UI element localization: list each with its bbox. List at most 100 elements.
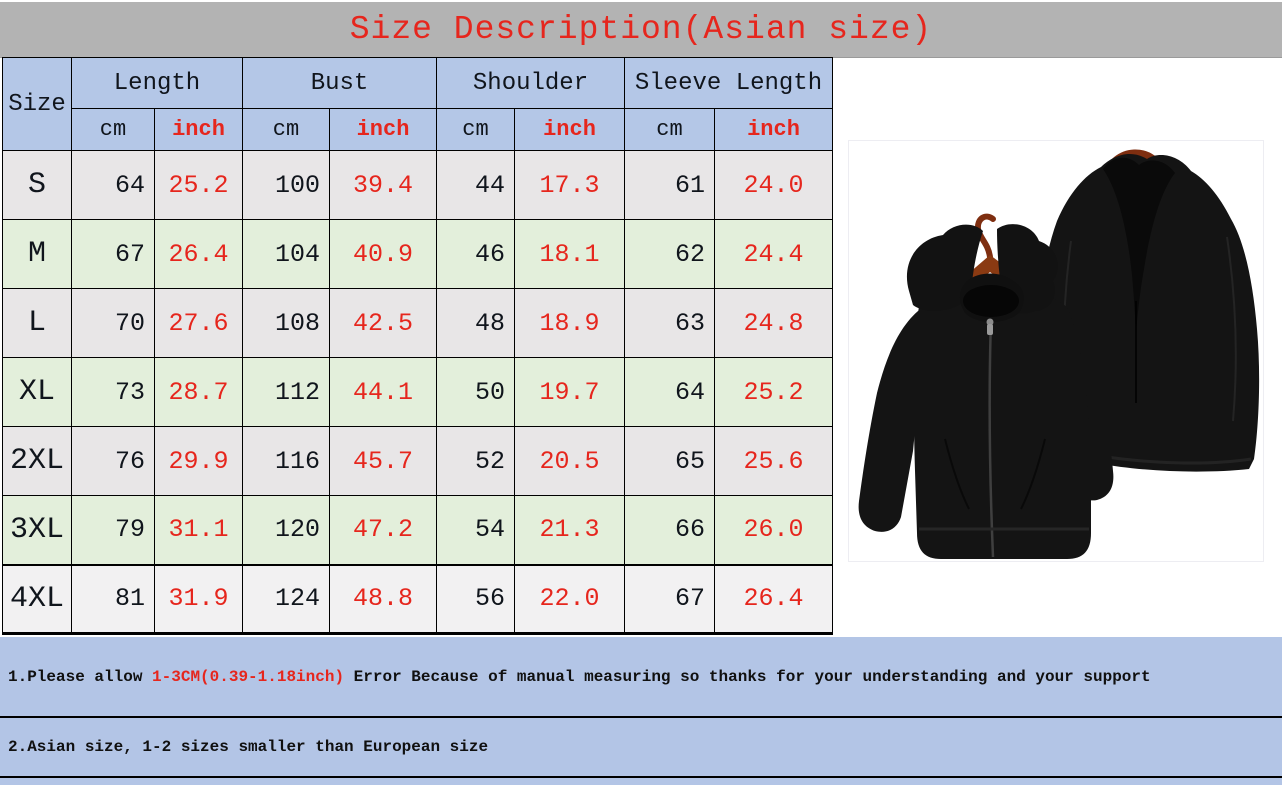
cell-sleeve-cm: 65: [624, 426, 715, 496]
table-row: S 64 25.2 100 39.4 44 17.3 61 24.0: [2, 150, 833, 220]
cell-shoulder-inch: 17.3: [514, 150, 625, 220]
col-header-length: Length: [71, 57, 243, 109]
table-row: M 67 26.4 104 40.9 46 18.1 62 24.4: [2, 219, 833, 289]
note-1-highlight: 1-3CM(0.39-1.18inch): [152, 667, 345, 686]
cell-bust-cm: 100: [242, 150, 330, 220]
cell-sleeve-cm: 64: [624, 357, 715, 427]
cell-bust-inch: 40.9: [329, 219, 437, 289]
note-2: 2.Asian size, 1-2 sizes smaller than Eur…: [0, 718, 1282, 778]
cell-sleeve-inch: 24.8: [714, 288, 833, 358]
cell-length-inch: 25.2: [154, 150, 243, 220]
cell-bust-inch: 45.7: [329, 426, 437, 496]
cell-length-cm: 81: [71, 563, 155, 634]
cell-sleeve-inch: 26.0: [714, 495, 833, 565]
cell-shoulder-cm: 54: [436, 495, 515, 565]
cell-bust-inch: 47.2: [329, 495, 437, 565]
cell-bust-inch: 44.1: [329, 357, 437, 427]
note-2-text: 2.Asian size, 1-2 sizes smaller than Eur…: [8, 738, 489, 756]
cell-length-cm: 76: [71, 426, 155, 496]
cell-bust-cm: 104: [242, 219, 330, 289]
cell-length-cm: 70: [71, 288, 155, 358]
cell-sleeve-inch: 24.4: [714, 219, 833, 289]
cell-shoulder-inch: 19.7: [514, 357, 625, 427]
cell-length-inch: 29.9: [154, 426, 243, 496]
note-1: 1.Please allow 1-3CM(0.39-1.18inch) Erro…: [0, 637, 1282, 718]
cell-sleeve-inch: 26.4: [714, 563, 833, 634]
cell-shoulder-cm: 52: [436, 426, 515, 496]
cell-sleeve-cm: 63: [624, 288, 715, 358]
unit-header-cm: cm: [242, 108, 330, 151]
table-row: 4XL 81 31.9 124 48.8 56 22.0 67 26.4: [2, 563, 833, 634]
unit-header-inch: inch: [154, 108, 243, 151]
cell-sleeve-inch: 25.6: [714, 426, 833, 496]
cell-bust-inch: 39.4: [329, 150, 437, 220]
hoodie-front-left-sleeve: [858, 307, 927, 532]
hoodie-back-hood: [1103, 157, 1175, 331]
cell-length-cm: 73: [71, 357, 155, 427]
cell-sleeve-inch: 24.0: [714, 150, 833, 220]
hoodie-front-hood-opening: [963, 285, 1019, 317]
cell-size: M: [2, 219, 72, 289]
pocket-seam-right: [1020, 438, 1046, 510]
page-title: Size Description(Asian size): [349, 11, 933, 48]
unit-header-cm: cm: [436, 108, 515, 151]
cell-size: XL: [2, 357, 72, 427]
cell-shoulder-cm: 50: [436, 357, 515, 427]
pocket-seam-left: [944, 438, 970, 510]
hoodie-front-torso: [913, 284, 1091, 559]
cell-length-inch: 31.1: [154, 495, 243, 565]
cell-shoulder-cm: 56: [436, 563, 515, 634]
cell-bust-cm: 124: [242, 563, 330, 634]
cell-length-cm: 64: [71, 150, 155, 220]
cell-sleeve-cm: 66: [624, 495, 715, 565]
cell-bust-cm: 116: [242, 426, 330, 496]
cell-shoulder-cm: 48: [436, 288, 515, 358]
unit-header-inch: inch: [714, 108, 833, 151]
cell-length-inch: 26.4: [154, 219, 243, 289]
hoodie-illustration: [858, 149, 1260, 559]
header-row-groups: Size Length Bust Shoulder Sleeve Length: [2, 57, 833, 151]
cell-length-cm: 67: [71, 219, 155, 289]
cell-length-cm: 79: [71, 495, 155, 565]
col-header-shoulder: Shoulder: [436, 57, 625, 109]
col-header-size: Size: [2, 57, 72, 151]
hoodie-front: [858, 213, 1114, 559]
unit-header-inch: inch: [514, 108, 625, 151]
table-row: 2XL 76 29.9 116 45.7 52 20.5 65 25.6: [2, 426, 833, 496]
cell-bust-cm: 112: [242, 357, 330, 427]
cell-shoulder-inch: 18.9: [514, 288, 625, 358]
cell-size: 3XL: [2, 495, 72, 565]
size-chart-table: Size Length Bust Shoulder Sleeve Length …: [2, 57, 833, 635]
zipper-pull-tab: [987, 324, 993, 335]
cell-shoulder-inch: 22.0: [514, 563, 625, 634]
table-row: XL 73 28.7 112 44.1 50 19.7 64 25.2: [2, 357, 833, 427]
cell-shoulder-inch: 20.5: [514, 426, 625, 496]
title-bar: Size Description(Asian size): [0, 2, 1282, 58]
cell-sleeve-cm: 62: [624, 219, 715, 289]
cell-shoulder-inch: 18.1: [514, 219, 625, 289]
cell-shoulder-inch: 21.3: [514, 495, 625, 565]
cell-length-inch: 28.7: [154, 357, 243, 427]
unit-header-cm: cm: [71, 108, 155, 151]
note-1-suffix: Error Because of manual measuring so tha…: [344, 667, 1151, 686]
cell-bust-inch: 42.5: [329, 288, 437, 358]
table-row: L 70 27.6 108 42.5 48 18.9 63 24.8: [2, 288, 833, 358]
cell-size: S: [2, 150, 72, 220]
cell-length-inch: 31.9: [154, 563, 243, 634]
cell-sleeve-cm: 61: [624, 150, 715, 220]
cell-bust-inch: 48.8: [329, 563, 437, 634]
col-header-sleeve-length: Sleeve Length: [624, 57, 833, 109]
cell-bust-cm: 120: [242, 495, 330, 565]
cell-shoulder-cm: 44: [436, 150, 515, 220]
table-row: 3XL 79 31.1 120 47.2 54 21.3 66 26.0: [2, 495, 833, 565]
unit-header-inch: inch: [329, 108, 437, 151]
notes-section: 1.Please allow 1-3CM(0.39-1.18inch) Erro…: [0, 637, 1282, 785]
zipper-pull-icon: [986, 318, 994, 326]
cell-size: L: [2, 288, 72, 358]
product-photo: [848, 140, 1264, 562]
col-header-bust: Bust: [242, 57, 437, 109]
cell-sleeve-inch: 25.2: [714, 357, 833, 427]
zipper: [988, 318, 995, 558]
cell-length-inch: 27.6: [154, 288, 243, 358]
unit-header-cm: cm: [624, 108, 715, 151]
